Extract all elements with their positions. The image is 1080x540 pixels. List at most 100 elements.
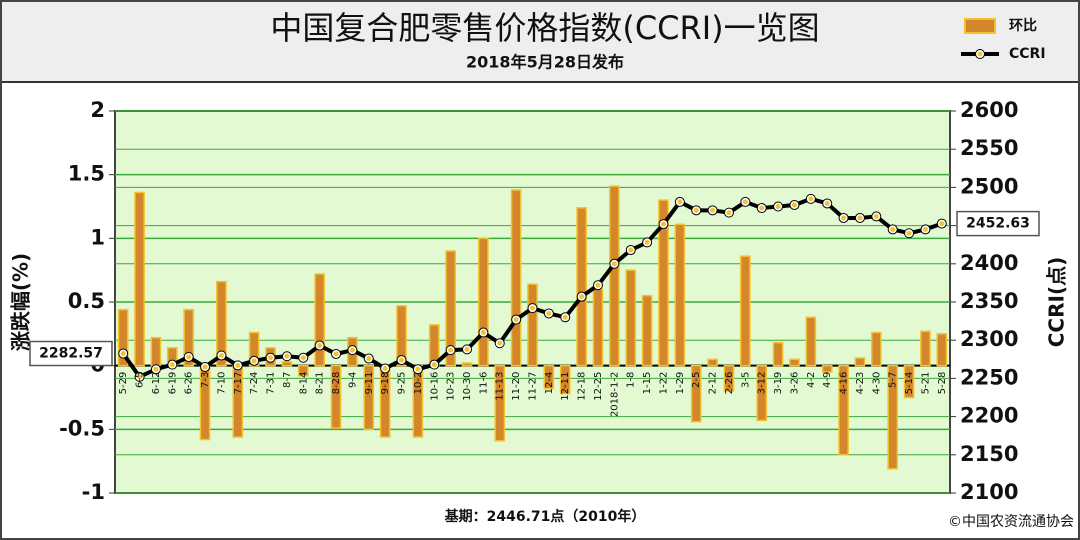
bar <box>641 294 653 367</box>
y2-tick-label: 2300 <box>960 327 1018 351</box>
y2-tick-label: 2200 <box>960 404 1018 428</box>
line-point-dot <box>857 215 863 221</box>
line-point-dot <box>169 362 175 368</box>
x-tick-label: 10-23 <box>446 372 457 401</box>
y-tick-label: 1.5 <box>68 162 105 186</box>
x-tick-label: 1-29 <box>675 372 686 395</box>
line-point-dot <box>791 202 797 208</box>
x-tick-label: 11-27 <box>528 372 539 401</box>
bar <box>527 283 538 367</box>
line-point-dot <box>546 310 552 316</box>
callout-box <box>29 340 113 367</box>
bar <box>543 364 555 390</box>
line-point-dot <box>366 356 372 362</box>
line-point-dot <box>693 207 699 213</box>
y-tick-label: 1 <box>90 225 105 249</box>
x-tick-label: 6-12 <box>151 372 162 395</box>
x-tick-label: 4-2 <box>806 372 817 388</box>
line-point-dot <box>759 205 765 211</box>
bar <box>216 280 227 367</box>
line-point-dot <box>153 366 159 372</box>
x-tick-label: 8-21 <box>315 372 326 395</box>
line-point-dot <box>186 354 192 360</box>
bar <box>609 185 620 367</box>
bar <box>674 223 686 367</box>
line-point-dot <box>710 207 716 213</box>
x-tick-label: 7-24 <box>249 372 260 395</box>
x-tick-label: 5-14 <box>904 372 915 395</box>
bar <box>461 362 473 367</box>
x-tick-label: 8-14 <box>298 372 309 395</box>
x-tick-label: 1-15 <box>642 372 653 395</box>
line-point-dot <box>660 221 666 227</box>
line-point-dot <box>841 215 847 221</box>
x-tick-label: 1-22 <box>658 372 669 395</box>
line-point-dot <box>218 352 224 358</box>
x-tick-label: 4-9 <box>822 372 833 388</box>
line-point-dot <box>644 239 650 245</box>
bar <box>723 364 735 392</box>
x-tick-label: 10-2 <box>413 372 424 395</box>
callout-label: 2452.63 <box>966 216 1030 232</box>
bar <box>183 308 195 367</box>
line-point-dot <box>742 199 748 205</box>
x-tick-label: 11-6 <box>478 372 489 395</box>
y2-tick-label: 2250 <box>960 365 1018 389</box>
callout-box <box>956 210 1040 237</box>
x-tick-label: 3-5 <box>740 372 751 388</box>
legend-swatch <box>964 18 996 34</box>
line-point-dot <box>922 226 928 232</box>
legend-label: CCRI <box>1009 46 1046 62</box>
y-tick-label: -1 <box>82 480 105 504</box>
x-tick-label: 1-8 <box>626 372 637 388</box>
x-tick-label: 5-29 <box>118 372 129 395</box>
bar <box>772 341 784 367</box>
line-point-dot <box>595 282 601 288</box>
bar <box>740 255 751 367</box>
bar <box>625 269 637 367</box>
x-tick-label: 11-20 <box>511 372 522 401</box>
y2-tick-label: 2350 <box>960 289 1018 313</box>
x-tick-label: 9-25 <box>397 372 408 395</box>
x-tick-label: 2-26 <box>724 372 735 395</box>
y-tick-label: 0.5 <box>68 289 105 313</box>
line-point-dot <box>562 314 568 320</box>
x-tick-label: 12-11 <box>560 372 571 401</box>
line-point-dot <box>382 365 388 371</box>
bar <box>134 191 145 367</box>
y-axis-label: 涨跌幅(%) <box>9 253 33 351</box>
line-point-dot <box>251 358 257 364</box>
legend-label: 环比 <box>1009 17 1037 34</box>
header-band <box>2 2 1078 82</box>
bar <box>494 364 506 442</box>
x-tick-label: 7-17 <box>233 372 244 395</box>
x-tick-label: 12-25 <box>593 372 604 401</box>
x-tick-label: 4-16 <box>839 372 850 395</box>
x-tick-label: 6-26 <box>184 372 195 395</box>
bar <box>445 250 456 367</box>
x-tick-label: 4-23 <box>855 372 866 395</box>
bar <box>330 364 342 429</box>
line-point-dot <box>628 247 634 253</box>
y2-tick-label: 2600 <box>960 98 1018 122</box>
line-point-dot <box>873 213 879 219</box>
line-point-dot <box>530 305 535 311</box>
x-tick-label: 10-16 <box>429 372 440 401</box>
y2-tick-label: 2500 <box>960 174 1018 198</box>
x-tick-label: 7-3 <box>200 372 211 388</box>
bar <box>281 361 293 367</box>
bar <box>314 273 325 367</box>
y2-tick-label: 2400 <box>960 251 1018 275</box>
x-tick-label: 3-26 <box>789 372 800 395</box>
bar <box>920 330 931 367</box>
line-point-dot <box>235 362 241 368</box>
y2-tick-label: 2150 <box>960 442 1018 466</box>
line-point-dot <box>775 204 781 209</box>
y-tick-label: 2 <box>90 98 105 122</box>
bar <box>789 358 800 367</box>
line-point-dot <box>824 200 830 206</box>
x-tick-label: 7-10 <box>216 372 227 395</box>
x-tick-label: 9-4 <box>347 372 358 388</box>
x-tick-label: 8-7 <box>282 372 293 388</box>
